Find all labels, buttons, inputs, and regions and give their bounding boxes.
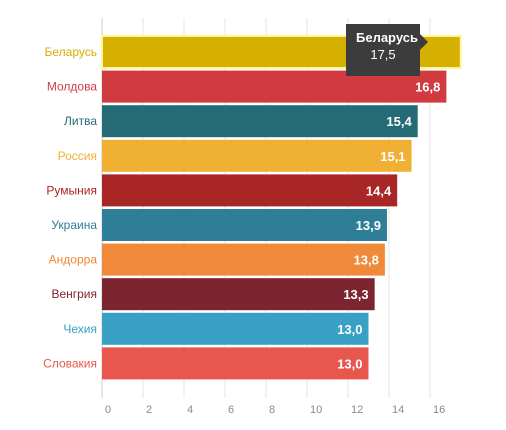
bar-value-label: 16,8 [415, 80, 440, 95]
bar-value-label: 13,0 [337, 356, 362, 371]
x-tick-label: 14 [392, 404, 404, 416]
bar-value-label: 14,4 [366, 183, 392, 198]
category-label: Венгрия [51, 287, 97, 301]
category-label: Россия [58, 149, 97, 163]
x-tick-label: 8 [269, 404, 275, 416]
bar [102, 174, 398, 207]
tooltip-pointer [420, 34, 428, 50]
x-tick-label: 2 [146, 404, 152, 416]
category-label: Словакия [43, 356, 97, 370]
category-label: Литва [64, 114, 97, 128]
bar [102, 312, 369, 345]
x-tick-label: 0 [105, 404, 111, 416]
x-tick-label: 4 [187, 404, 193, 416]
bar [102, 243, 385, 276]
bar-value-label: 15,4 [386, 114, 412, 129]
bar [102, 139, 412, 172]
x-tick-label: 12 [351, 404, 363, 416]
tooltip-title: Беларусь [356, 30, 418, 45]
x-tick-label: 16 [433, 404, 445, 416]
bar [102, 347, 369, 380]
x-tick-label: 10 [310, 404, 322, 416]
bar-value-label: 15,1 [380, 149, 405, 164]
category-label: Чехия [63, 322, 97, 336]
bar [102, 209, 387, 241]
bar-value-label: 13,8 [354, 253, 379, 268]
category-label: Украина [51, 218, 97, 232]
chart-tooltip: Беларусь 17,5 [346, 24, 428, 76]
bar [102, 278, 375, 311]
bar-value-label: 13,9 [356, 218, 381, 233]
category-label: Беларусь [45, 45, 97, 59]
x-tick-label: 6 [228, 404, 234, 416]
category-label: Молдова [47, 80, 97, 94]
category-label: Румыния [46, 183, 97, 197]
tooltip-value: 17,5 [370, 47, 396, 62]
category-label: Андорра [49, 253, 98, 267]
bar-value-label: 13,0 [337, 322, 362, 337]
bar [102, 105, 418, 138]
bar-value-label: 13,3 [343, 287, 368, 302]
